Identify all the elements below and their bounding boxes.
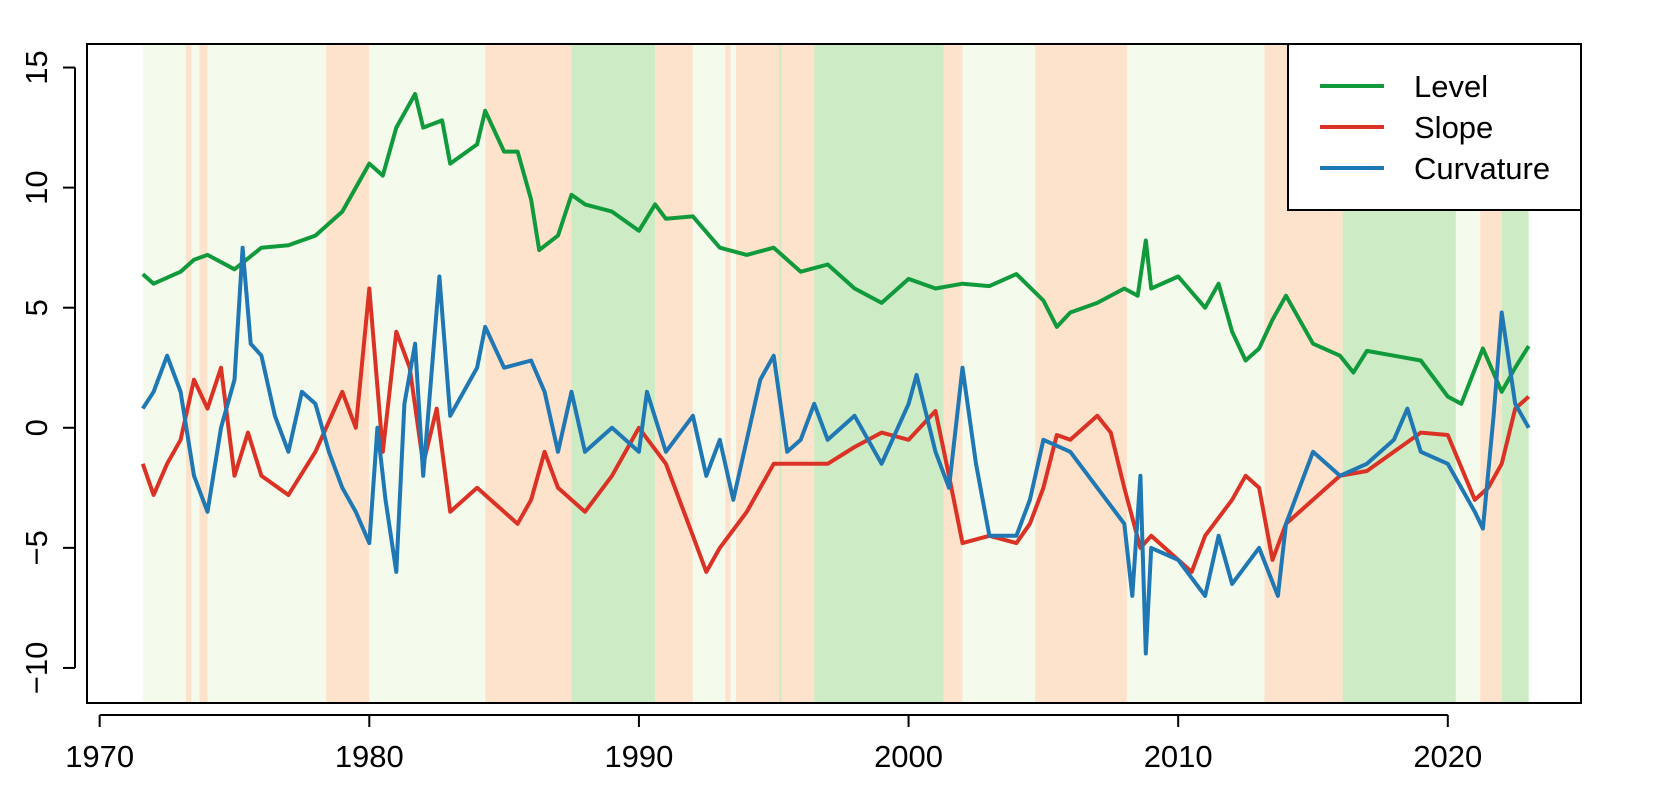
regime-band [571,44,656,703]
regime-band [725,44,731,703]
x-tick-label: 1990 [604,739,673,774]
regime-band [779,44,782,703]
plot-frame [86,43,1582,704]
x-tick-label: 2000 [874,739,943,774]
regime-band [962,44,1036,703]
series-line [140,286,1531,574]
x-tick-label: 2020 [1413,739,1482,774]
regime-band [185,44,192,703]
regime-band [199,44,208,703]
y-tick-label: 10 [19,170,54,204]
regime-band [692,44,726,703]
regime-band [369,44,486,703]
regime-band [943,44,963,703]
regime-band [781,44,815,703]
regime-band [485,44,572,703]
y-tick-label: 5 [19,299,54,316]
series-line [141,92,1531,406]
regime-band [1035,44,1127,703]
x-tick-label: 2010 [1144,739,1213,774]
regime-band [814,44,944,703]
legend-label: Slope [1414,110,1493,145]
regime-band [142,44,186,703]
regime-band [730,44,736,703]
regime-band [735,44,780,703]
y-tick-label: −10 [19,642,54,695]
x-tick-label: 1980 [335,739,404,774]
regime-band [655,44,693,703]
legend-label: Curvature [1414,151,1550,186]
y-tick-label: 15 [19,50,54,84]
y-tick-label: 0 [19,419,54,436]
series-line [141,245,1531,656]
x-tick-label: 1970 [65,739,134,774]
regime-band [191,44,200,703]
y-tick-label: −5 [19,530,54,565]
legend-label: Level [1414,69,1488,104]
